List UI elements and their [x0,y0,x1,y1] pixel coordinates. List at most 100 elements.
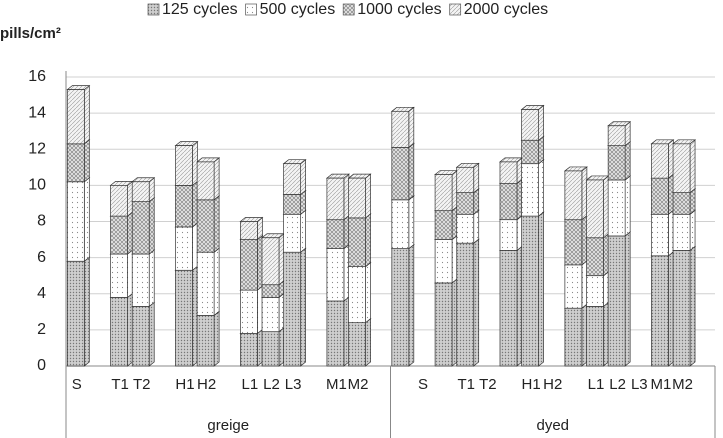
bar-segment [239,285,264,335]
bar-front [564,264,583,309]
bar-segment [282,209,307,253]
x-tick-label: L1 [588,376,605,393]
bar-front [651,143,669,179]
bar-segment [261,292,286,333]
bar-side [148,196,155,255]
bar-segment [325,214,350,250]
bar-front [499,161,518,184]
bar-front [391,147,410,201]
bar-front [240,289,258,334]
bar-front [348,322,366,367]
bar-segment [109,292,134,367]
bar-front [672,192,691,215]
bar-front [326,300,345,367]
bar-front [110,215,128,255]
bar-side [668,173,674,216]
bar-front [456,242,475,367]
bar-segment [347,317,372,367]
group-label: dyed [536,417,569,434]
bar-side [473,209,480,244]
bar-side [257,285,263,335]
bar-segment [585,175,610,239]
bar-side [365,213,371,268]
bar-front [348,217,366,268]
bar-side [516,214,523,252]
bar-segment [131,249,156,308]
x-tick-label: M1 [326,376,347,393]
x-tick-label: S [72,376,82,393]
bar-segment [498,245,523,367]
bar-side [192,140,198,187]
bar-side [213,310,220,367]
bar-side [624,175,631,237]
bar-front [456,213,475,244]
bar-segment [261,326,286,367]
bar-front [131,253,150,307]
bar-segment [131,177,156,203]
bar-front [261,284,280,298]
bar-segment [672,245,697,367]
y-tick-label: 2 [37,321,46,338]
bar-side [278,326,285,367]
bar-segment [174,222,199,271]
bar-side [603,270,609,308]
y-tick-label: 4 [37,285,46,302]
x-tick-label: M1 [650,376,671,393]
bar-segment [563,303,588,367]
bar-segment [563,166,588,221]
bar-front [391,199,410,249]
bar-side [192,180,198,228]
bar-side [257,234,263,291]
bar-segment [174,140,199,187]
bar-side [300,209,306,253]
bar-front [672,143,691,193]
bar-side [257,328,263,367]
bar-side [603,175,609,239]
bar-side [192,222,198,271]
bar-segment [672,209,697,252]
bar-front [175,269,193,367]
bar-front [66,181,85,262]
bar-front [196,315,215,367]
bar-front [348,266,366,324]
bar-front [586,275,604,307]
x-tick-label: T2 [479,376,497,393]
bar-front [131,181,150,202]
bar-side [581,303,588,367]
bar-front [240,221,258,240]
bar-front [131,306,150,367]
bar-segment [607,140,632,181]
bar-segment [434,205,459,241]
x-tick-label: S [418,376,428,393]
bar-segment [196,310,221,367]
bar-segment [66,256,91,367]
bar-side [473,187,480,216]
legend-swatch [342,3,355,16]
y-tick-label: 14 [28,104,46,121]
bar-front [607,179,626,237]
bar-side [365,261,371,324]
bar-side [408,106,415,149]
bar-side [213,157,220,201]
bar-side [689,209,696,252]
bar-side [127,249,133,299]
bar-segment [347,261,372,324]
bar-side [127,292,133,367]
x-tick-label: T1 [457,376,475,393]
bar-front [607,145,626,181]
bar-segment [131,301,156,367]
y-axis-label: pills/cm² [0,25,61,42]
bar-side [192,265,198,367]
bar-front [651,255,669,367]
bar-front [261,237,280,286]
bar-segment [563,260,588,309]
bar-side [451,234,458,284]
bar-segment [196,195,221,253]
bar-segment [174,180,199,228]
x-tick-label: T2 [133,376,151,393]
bar-front [564,219,583,266]
x-tick-label: L2 [263,376,280,393]
bar-front [499,250,518,367]
bar-side [343,214,350,250]
